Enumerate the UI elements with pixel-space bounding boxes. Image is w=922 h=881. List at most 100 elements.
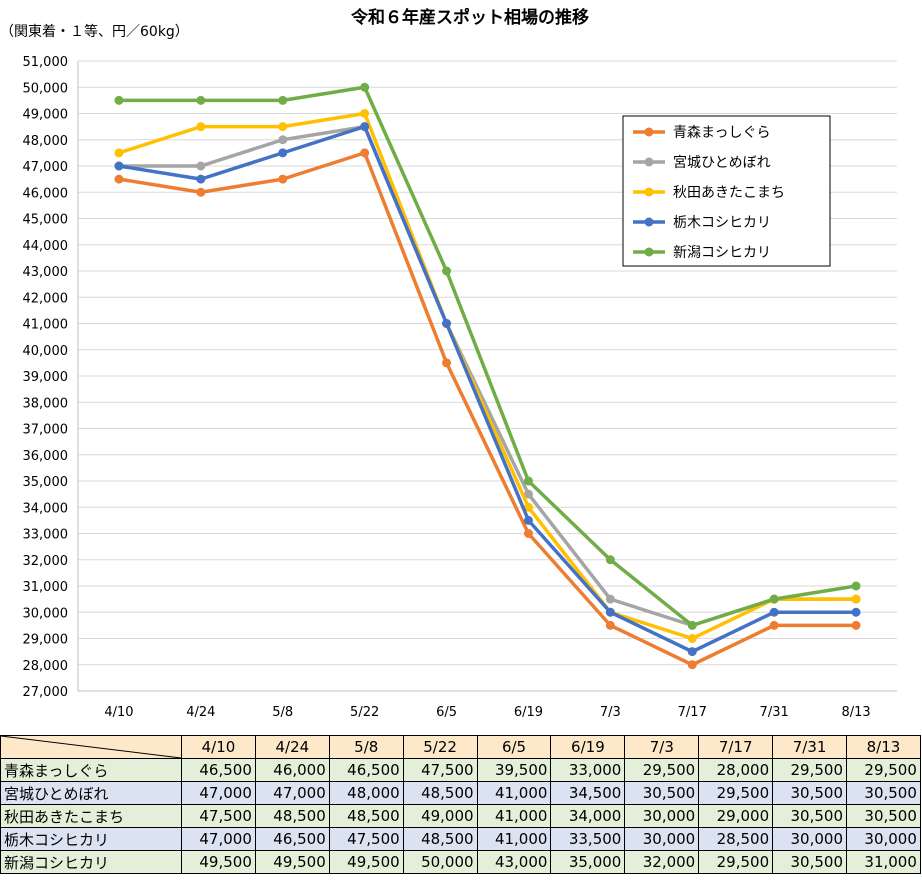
table-cell: 30,500 xyxy=(772,804,848,828)
y-tick-label: 33,000 xyxy=(23,528,69,543)
table-cell: 47,500 xyxy=(402,758,478,782)
data-point xyxy=(196,122,206,132)
table-cell: 32,000 xyxy=(624,850,700,874)
data-point xyxy=(851,607,861,617)
data-point xyxy=(769,620,779,630)
data-point xyxy=(605,555,615,565)
table-corner-cell xyxy=(0,735,182,759)
table-cell: 30,000 xyxy=(846,827,921,851)
table-row: 宮城ひとめぼれ 47,000 47,000 48,000 48,500 41,000 34,… xyxy=(0,781,921,805)
data-point xyxy=(687,647,697,657)
unit-note: （関東着・１等、円／60kg） xyxy=(0,23,189,40)
data-point xyxy=(442,266,452,276)
table-cell: 46,500 xyxy=(328,758,404,782)
legend-swatch-marker xyxy=(644,157,654,167)
table-row: 秋田あきたこまち 47,500 48,500 48,500 49,000 41,000 34… xyxy=(0,804,921,828)
data-point xyxy=(360,122,370,132)
y-tick-label: 41,000 xyxy=(23,318,69,333)
legend-item: 宮城ひとめぼれ xyxy=(633,155,771,171)
table-cell: 30,000 xyxy=(772,827,848,851)
table-cell: 49,500 xyxy=(254,850,330,874)
legend-label: 宮城ひとめぼれ xyxy=(673,155,771,171)
series-line xyxy=(118,111,857,641)
table-row-label: 新潟コシヒカリ xyxy=(0,850,182,874)
y-tick-label: 36,000 xyxy=(23,449,69,464)
table-cell: 34,500 xyxy=(550,781,626,805)
table-cell: 49,500 xyxy=(181,850,256,874)
y-tick-label: 42,000 xyxy=(23,291,69,306)
y-tick-label: 34,000 xyxy=(23,501,69,516)
data-point xyxy=(196,174,206,184)
table-header-cell: 4/24 xyxy=(254,735,330,759)
table-cell: 28,500 xyxy=(698,827,774,851)
table-row-label: 秋田あきたこまち xyxy=(0,804,182,828)
table-header-cell: 7/31 xyxy=(772,735,848,759)
legend-item: 栃木コシヒカリ xyxy=(633,215,771,231)
y-tick-label: 46,000 xyxy=(23,186,69,201)
table-row-label: 宮城ひとめぼれ xyxy=(0,781,182,805)
y-tick-label: 32,000 xyxy=(23,554,69,569)
y-tick-label: 39,000 xyxy=(23,370,69,385)
data-point xyxy=(278,135,288,145)
table-cell: 29,000 xyxy=(698,804,774,828)
table-cell: 30,000 xyxy=(624,827,700,851)
table-cell: 47,000 xyxy=(181,827,256,851)
data-point xyxy=(278,95,288,105)
series xyxy=(114,148,861,670)
series-line xyxy=(118,151,857,667)
series-line xyxy=(118,85,857,628)
table-cell: 48,500 xyxy=(254,804,330,828)
x-axis-tick-labels: 4/10 4/24 5/8 5/22 6/5 6/19 7/3 7/17 7/31 8/13 xyxy=(104,705,870,720)
table-cell: 30,000 xyxy=(624,804,700,828)
y-tick-label: 28,000 xyxy=(23,659,69,674)
table-cell: 41,000 xyxy=(476,804,552,828)
table-cell: 29,500 xyxy=(698,850,774,874)
table-header-cell: 4/10 xyxy=(181,735,256,759)
table-cell: 48,500 xyxy=(328,804,404,828)
table-cell: 31,000 xyxy=(846,850,921,874)
data-point xyxy=(360,148,370,158)
table-cell: 35,000 xyxy=(550,850,626,874)
data-point xyxy=(360,109,370,118)
table-cell: 30,500 xyxy=(624,781,700,805)
data-point xyxy=(605,594,615,604)
data-point xyxy=(114,148,124,158)
legend-swatch-marker xyxy=(644,247,654,257)
table-cell: 49,000 xyxy=(402,804,478,828)
data-point xyxy=(851,594,861,604)
table-cell: 29,500 xyxy=(624,758,700,782)
table-cell: 48,500 xyxy=(402,781,478,805)
series-lines xyxy=(114,82,861,670)
y-tick-label: 29,000 xyxy=(23,633,69,648)
table-cell: 41,000 xyxy=(476,781,552,805)
data-point xyxy=(196,95,206,105)
table-header-cell: 5/22 xyxy=(402,735,478,759)
y-tick-label: 35,000 xyxy=(23,475,69,490)
data-table: 4/10 4/24 5/8 5/22 6/5 6/19 7/3 7/17 7/31 8/13 青森ま… xyxy=(0,735,921,874)
data-point xyxy=(523,515,533,525)
data-point xyxy=(196,187,206,197)
y-tick-label: 47,000 xyxy=(23,160,69,175)
table-cell: 49,500 xyxy=(328,850,404,874)
data-point xyxy=(687,620,697,630)
y-tick-label: 50,000 xyxy=(23,81,69,96)
y-tick-label: 30,000 xyxy=(23,606,69,621)
table-cell: 33,000 xyxy=(550,758,626,782)
table-cell: 30,500 xyxy=(846,804,921,828)
table-header-cell: 8/13 xyxy=(846,735,921,759)
data-point xyxy=(442,358,452,368)
x-tick-label: 7/17 xyxy=(678,705,707,720)
y-tick-label: 48,000 xyxy=(23,134,69,149)
x-tick-label: 6/19 xyxy=(514,705,543,720)
table-cell: 47,000 xyxy=(181,781,256,805)
table-row-label: 青森まっしぐら xyxy=(0,758,182,782)
data-point xyxy=(278,122,288,132)
legend-item: 新潟コシヒカリ xyxy=(633,245,771,261)
table-cell: 46,500 xyxy=(254,827,330,851)
data-point xyxy=(605,620,615,630)
y-tick-label: 40,000 xyxy=(23,344,69,359)
x-tick-label: 5/22 xyxy=(350,705,379,720)
data-point xyxy=(196,161,206,171)
data-point xyxy=(523,476,533,486)
